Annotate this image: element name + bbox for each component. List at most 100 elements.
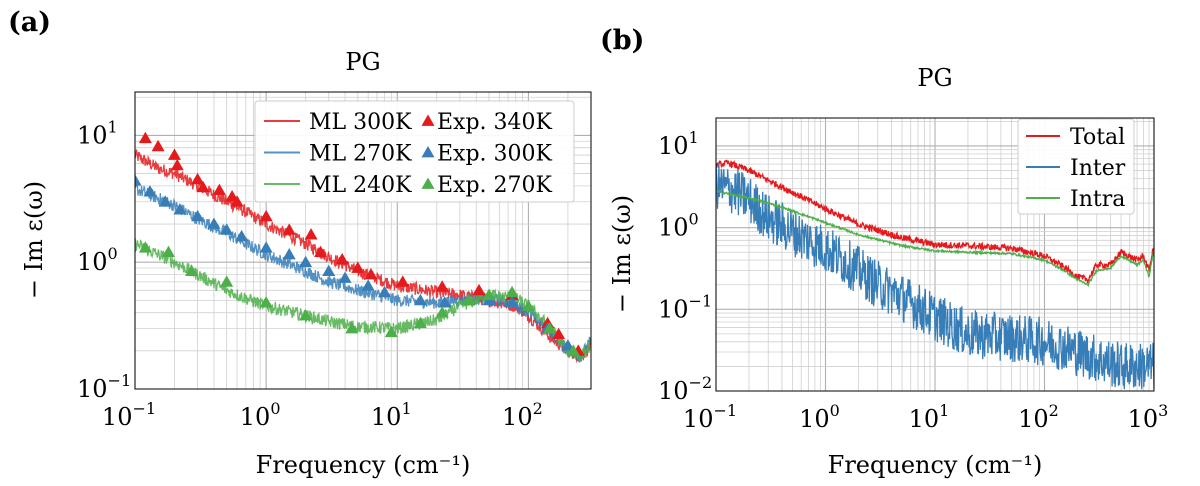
panel-b-label: (b): [600, 25, 644, 56]
marker-exp-270k: [185, 264, 199, 277]
series-line-inter: [716, 162, 1154, 390]
legend-label: Total: [1070, 125, 1125, 150]
marker-exp-340k: [282, 223, 296, 235]
panel-b-axes-frame: [715, 117, 1155, 392]
marker-exp-300k: [173, 203, 187, 215]
legend-box: [1017, 118, 1135, 215]
panel-a-xlabel: Frequency (cm⁻¹): [256, 451, 471, 479]
marker-exp-300k: [505, 296, 519, 308]
legend-swatch-marker: [421, 177, 435, 189]
marker-exp-270k: [413, 316, 427, 329]
legend-swatch-marker: [421, 114, 435, 126]
marker-exp-300k: [158, 195, 172, 207]
marker-exp-300k: [207, 217, 221, 229]
marker-exp-300k: [322, 264, 336, 277]
x-tick-label: 100: [799, 401, 840, 433]
legend-label: Exp. 340K: [437, 110, 553, 135]
marker-exp-300k: [143, 185, 157, 197]
y-tick-label: 10−1: [658, 291, 712, 323]
marker-exp-340k: [230, 195, 244, 207]
x-tick-label: 101: [909, 401, 950, 433]
y-tick-label: 101: [77, 117, 118, 149]
panel-a-legend: ML 300K ML 270K ML 240K Exp. 340K Exp. 300K E…: [254, 100, 575, 203]
marker-exp-300k: [235, 229, 249, 242]
legend-label: Intra: [1070, 187, 1125, 212]
y-tick-label: 10−2: [658, 373, 712, 405]
x-tick-label: 10−1: [683, 401, 737, 433]
legend-box: [254, 100, 575, 203]
marker-exp-300k: [220, 223, 234, 235]
marker-exp-340k: [191, 172, 205, 185]
panel-b-ylabel: − Im ε(ω): [608, 195, 636, 313]
marker-exp-300k: [338, 271, 352, 283]
marker-exp-340k: [314, 245, 328, 258]
legend-swatch-marker: [421, 146, 435, 158]
panel-a-label: (a): [8, 7, 51, 38]
marker-exp-340k: [170, 158, 184, 171]
marker-exp-340k: [304, 228, 318, 240]
legend-label: Inter: [1070, 156, 1126, 181]
marker-exp-270k: [435, 306, 449, 318]
marker-exp-340k: [472, 283, 486, 296]
legend-label: Exp. 270K: [437, 173, 553, 198]
marker-exp-340k: [151, 139, 165, 152]
marker-exp-270k: [482, 288, 496, 301]
marker-exp-300k: [191, 209, 205, 222]
legend-label: ML 270K: [309, 142, 412, 167]
marker-exp-270k: [259, 296, 273, 308]
x-tick-label: 10−1: [102, 399, 156, 431]
marker-exp-300k: [561, 339, 575, 351]
marker-exp-300k: [378, 285, 392, 298]
marker-exp-340k: [212, 183, 226, 196]
marker-exp-300k: [299, 255, 313, 268]
y-tick-label: 10−1: [77, 371, 131, 403]
marker-exp-270k: [462, 293, 476, 306]
panel-b-title: PG: [917, 64, 952, 92]
panel-b-series-group: [716, 159, 1154, 390]
marker-exp-300k: [413, 293, 427, 306]
marker-exp-340k: [167, 148, 181, 160]
marker-exp-270k: [220, 275, 234, 287]
marker-exp-340k: [396, 275, 410, 287]
marker-exp-270k: [521, 299, 535, 312]
y-tick-label: 100: [77, 244, 118, 276]
x-tick-label: 102: [1018, 401, 1059, 433]
panel-b-xlabel: Frequency (cm⁻¹): [828, 451, 1043, 479]
x-tick-label: 103: [1128, 401, 1169, 433]
marker-exp-270k: [566, 344, 580, 356]
marker-exp-300k: [282, 248, 296, 260]
marker-exp-270k: [138, 241, 152, 253]
panel-a-title: PG: [345, 48, 380, 76]
marker-exp-300k: [135, 174, 142, 186]
x-tick-label: 102: [502, 399, 543, 431]
x-tick-label: 100: [240, 399, 281, 431]
marker-exp-270k: [345, 322, 359, 334]
marker-exp-270k: [299, 308, 313, 321]
series-line-total: [716, 159, 1154, 284]
marker-exp-340k: [259, 209, 273, 222]
x-tick-label: 101: [371, 399, 412, 431]
legend-label: ML 300K: [309, 110, 412, 135]
y-tick-label: 100: [658, 210, 699, 242]
marker-exp-270k: [384, 325, 398, 338]
marker-exp-340k: [435, 280, 449, 292]
marker-exp-340k: [138, 131, 152, 144]
marker-exp-340k: [196, 180, 210, 193]
marker-exp-340k: [351, 261, 365, 273]
legend-label: Exp. 300K: [437, 142, 553, 167]
marker-exp-270k: [161, 245, 175, 258]
panel-b-legend: Total Inter Intra: [1017, 118, 1135, 215]
legend-label: ML 240K: [309, 173, 412, 198]
panel-a-ylabel: − Im ε(ω): [20, 181, 48, 299]
marker-exp-300k: [438, 296, 452, 308]
marker-exp-340k: [552, 327, 566, 340]
marker-exp-340k: [364, 267, 378, 280]
panel-a-axes-frame: [134, 91, 592, 390]
series-line-intra: [716, 188, 1154, 288]
marker-exp-270k: [505, 285, 519, 298]
panel-a-series-group: [135, 131, 591, 364]
